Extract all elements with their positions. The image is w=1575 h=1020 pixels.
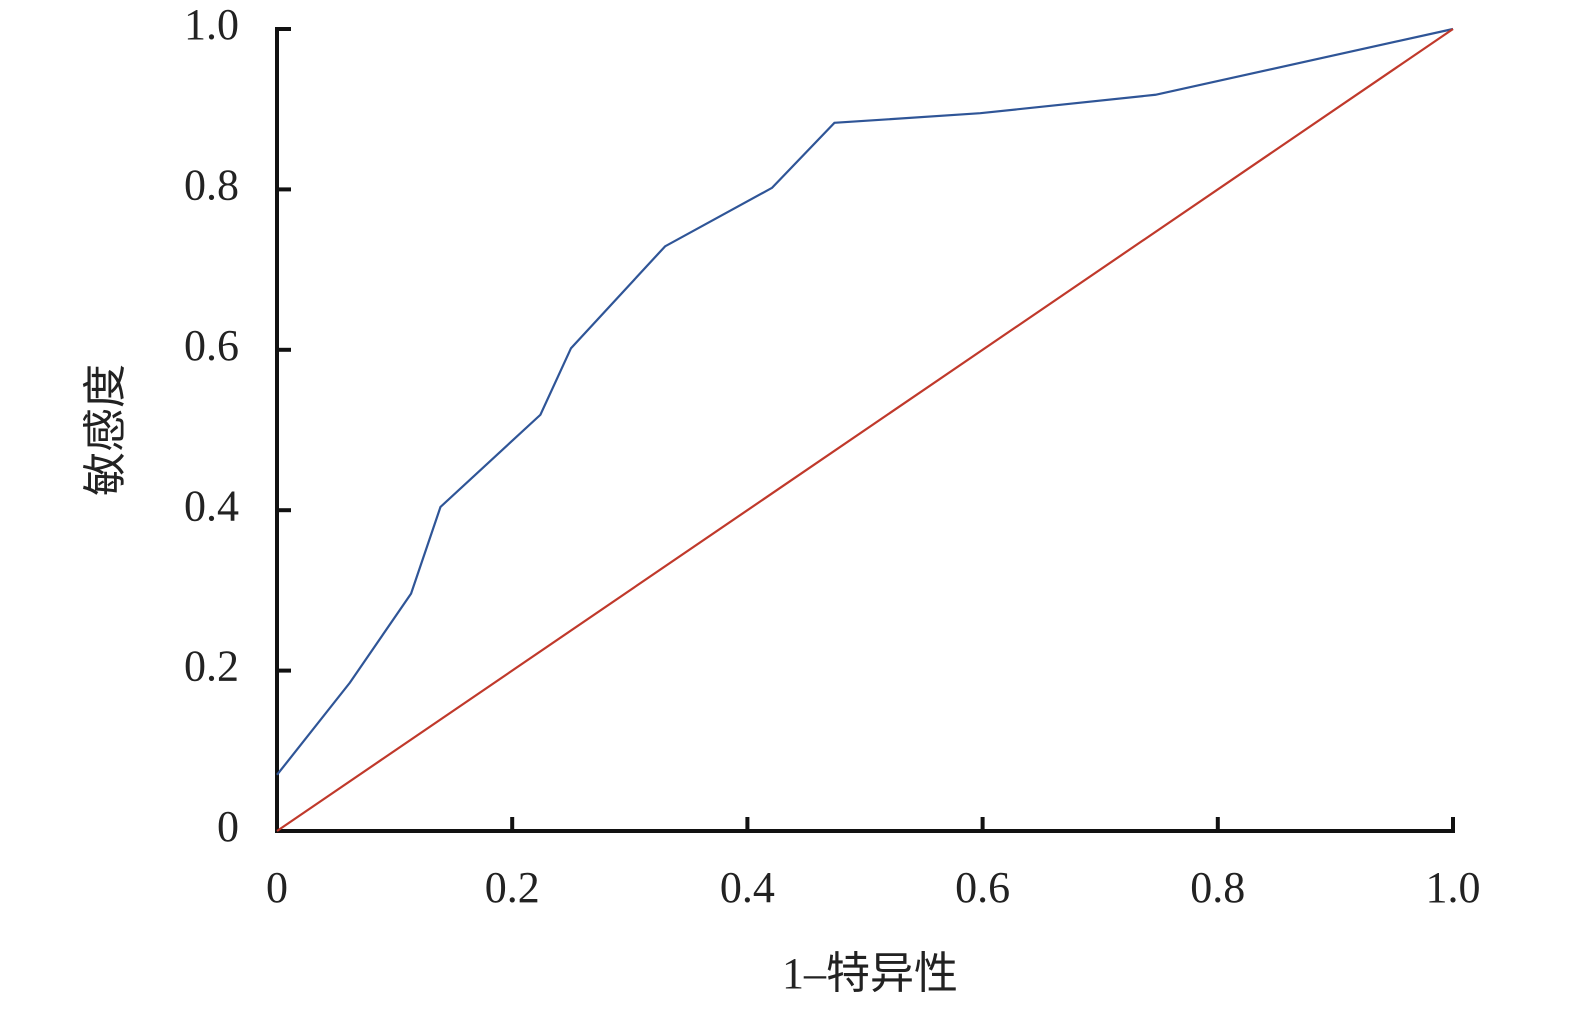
y-tick-label: 0.6	[184, 321, 239, 370]
x-tick-label: 0	[266, 863, 288, 912]
y-tick-label: 1.0	[184, 0, 239, 49]
y-tick-label: 0.2	[184, 642, 239, 691]
x-tick-label: 0.2	[485, 863, 540, 912]
x-tick-label: 0.6	[955, 863, 1010, 912]
y-tick-label: 0.4	[184, 481, 239, 530]
y-tick-label: 0	[217, 802, 239, 851]
x-tick-label: 0.4	[720, 863, 775, 912]
x-tick-label: 0.8	[1190, 863, 1245, 912]
line-series	[276, 27, 1454, 776]
line-series	[276, 28, 1454, 832]
y-tick-label: 0.8	[184, 160, 239, 209]
x-axis-label: 1–特异性	[782, 949, 958, 998]
x-tick-label: 1.0	[1426, 863, 1481, 912]
y-axis-label: 敏感度	[81, 364, 130, 496]
